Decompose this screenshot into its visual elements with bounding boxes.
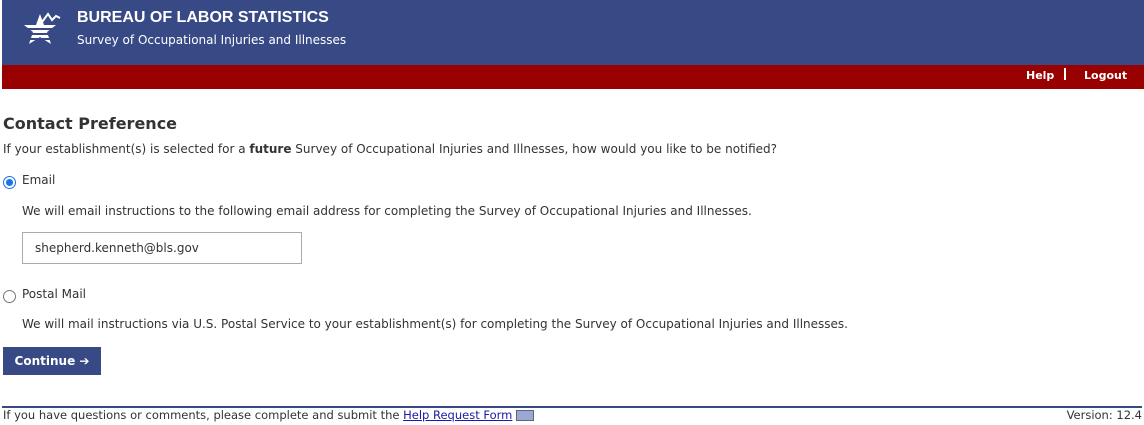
footer-message: If you have questions or comments, pleas… [3, 408, 404, 422]
nav-separator [1064, 68, 1066, 80]
email-input[interactable]: shepherd.kenneth@bls.gov [22, 232, 302, 264]
question-text: If your establishment(s) is selected for… [3, 142, 777, 156]
agency-title: BUREAU OF LABOR STATISTICS [77, 9, 329, 26]
bls-star-logo [24, 12, 61, 44]
footer-divider [2, 406, 1142, 408]
email-description: We will email instructions to the follow… [22, 204, 752, 218]
postal-mail-description: We will mail instructions via U.S. Posta… [22, 317, 848, 331]
question-bold: future [249, 142, 292, 156]
question-post: Survey of Occupational Injuries and Illn… [291, 142, 778, 156]
new-window-icon [516, 410, 534, 421]
survey-subtitle: Survey of Occupational Injuries and Illn… [77, 33, 347, 47]
footer-text: If you have questions or comments, pleas… [3, 408, 534, 422]
page-title: Contact Preference [3, 114, 178, 133]
version-text: Version: 12.4 [1066, 408, 1142, 422]
nav-bar: Help Logout [2, 65, 1144, 89]
question-pre: If your establishment(s) is selected for… [3, 142, 250, 156]
logout-link[interactable]: Logout [1084, 69, 1128, 82]
postal-mail-label[interactable]: Postal Mail [22, 287, 86, 301]
header-banner: BUREAU OF LABOR STATISTICS Survey of Occ… [2, 0, 1144, 65]
email-label[interactable]: Email [22, 173, 56, 187]
email-radio[interactable] [3, 176, 16, 189]
postal-mail-radio[interactable] [3, 290, 16, 303]
help-request-form-link[interactable]: Help Request Form [403, 408, 513, 422]
help-link[interactable]: Help [1026, 69, 1055, 82]
continue-button[interactable]: Continue ➔ [3, 347, 101, 375]
